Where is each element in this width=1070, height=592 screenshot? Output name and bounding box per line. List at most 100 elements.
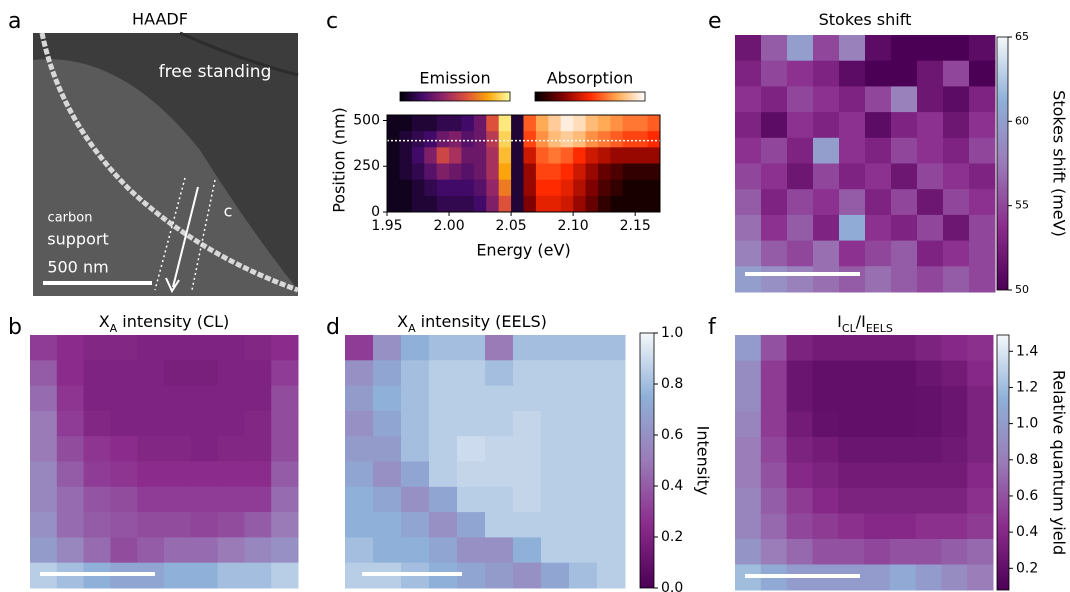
spectrum-pixel [560, 163, 574, 181]
pixel [813, 112, 840, 139]
pixel [864, 488, 891, 514]
spectrum-pixel [436, 147, 450, 164]
pixel [569, 410, 598, 437]
pixel [864, 539, 891, 565]
title-part: X [99, 312, 110, 331]
pixel [190, 562, 219, 589]
colorbar-tick-label: 0.0 [661, 580, 683, 592]
pixel [429, 335, 458, 361]
pixel [541, 512, 570, 538]
pixel [735, 240, 762, 267]
pixel [787, 35, 814, 62]
spectrum-pixel [622, 179, 636, 197]
title-part: CL [842, 322, 857, 335]
pixel [373, 461, 402, 488]
pixel [56, 461, 85, 488]
colorbar-tick-label: 65 [1015, 30, 1029, 43]
title-part: Stokes shift [819, 10, 912, 29]
pixel [164, 562, 192, 589]
pixel [967, 564, 994, 591]
pixel [373, 436, 402, 462]
pixel [838, 462, 865, 489]
pixel [917, 137, 944, 164]
pixel [345, 410, 374, 437]
spectrum-pixel [424, 179, 438, 197]
pixel [943, 86, 970, 113]
panel-title: XA intensity (CL) [99, 312, 230, 335]
pixel [865, 266, 892, 293]
spectrum-pixel [610, 147, 624, 164]
pixel [164, 385, 192, 412]
pixel [271, 436, 299, 462]
spectrum-pixel [411, 195, 425, 213]
spectrum-pixel [511, 115, 524, 132]
title-part: A [110, 322, 118, 335]
haadf-image [33, 31, 299, 296]
pixel [271, 360, 299, 387]
spectrum-pixel [523, 195, 537, 213]
spectrum-pixel [461, 115, 475, 132]
pixel [217, 461, 245, 488]
pixel [915, 564, 942, 591]
spectrum-pixel [424, 131, 438, 148]
colorbar-tick-label: 50 [1015, 283, 1029, 296]
pixel [760, 360, 788, 387]
y-axis-label: Position (nm) [330, 107, 349, 213]
spectrum-pixel [449, 131, 462, 148]
spectrum-pixel [486, 163, 500, 181]
pixel [30, 537, 58, 564]
spectrum-pixel [548, 179, 562, 197]
pixel [839, 60, 866, 87]
pixel [735, 488, 762, 514]
spectrum-pixel [424, 147, 438, 164]
pixel [30, 512, 58, 538]
pixel [967, 462, 994, 489]
pixel [164, 335, 192, 361]
pixel [941, 411, 968, 438]
pixel [786, 411, 813, 438]
pixel [373, 360, 402, 387]
pixel [786, 488, 813, 514]
pixel [244, 436, 272, 462]
pixel [969, 112, 996, 139]
pixel [110, 512, 138, 538]
pixel [597, 436, 626, 462]
pixel [838, 539, 865, 565]
spectrum-pixel [523, 131, 537, 148]
x-tick-label: 2.05 [496, 218, 527, 234]
pixel [137, 461, 165, 488]
pixel [967, 411, 994, 438]
spectrum-pixel [635, 115, 649, 132]
pixel [485, 436, 514, 462]
pixel [513, 360, 542, 387]
spectrum-pixel [585, 179, 599, 197]
pixel [83, 461, 111, 488]
pixel [137, 410, 165, 437]
pixel [761, 112, 788, 139]
spectrum-pixel [622, 195, 636, 213]
pixel [485, 537, 514, 564]
spectrum-pixel [511, 147, 524, 164]
pixel [83, 537, 111, 564]
pixel [891, 266, 918, 293]
pixel [786, 437, 813, 463]
pixel [941, 564, 968, 591]
spectrum-pixel [523, 115, 537, 132]
spectrum-pixel [511, 195, 524, 213]
pixel [217, 360, 245, 387]
pixel [812, 539, 839, 565]
pixel [915, 437, 942, 463]
pixel [190, 512, 219, 538]
pixel [83, 360, 111, 387]
pixel [569, 360, 598, 387]
pixel [30, 410, 58, 437]
spectrum-pixel [498, 195, 512, 213]
spectrum-pixel [399, 179, 413, 197]
pixel [735, 189, 762, 216]
pixel [865, 163, 892, 190]
pixel [485, 385, 514, 412]
spectrum-pixel [573, 115, 587, 132]
panel-letter: b [8, 315, 22, 340]
pixel [597, 335, 626, 361]
pixel [83, 436, 111, 462]
